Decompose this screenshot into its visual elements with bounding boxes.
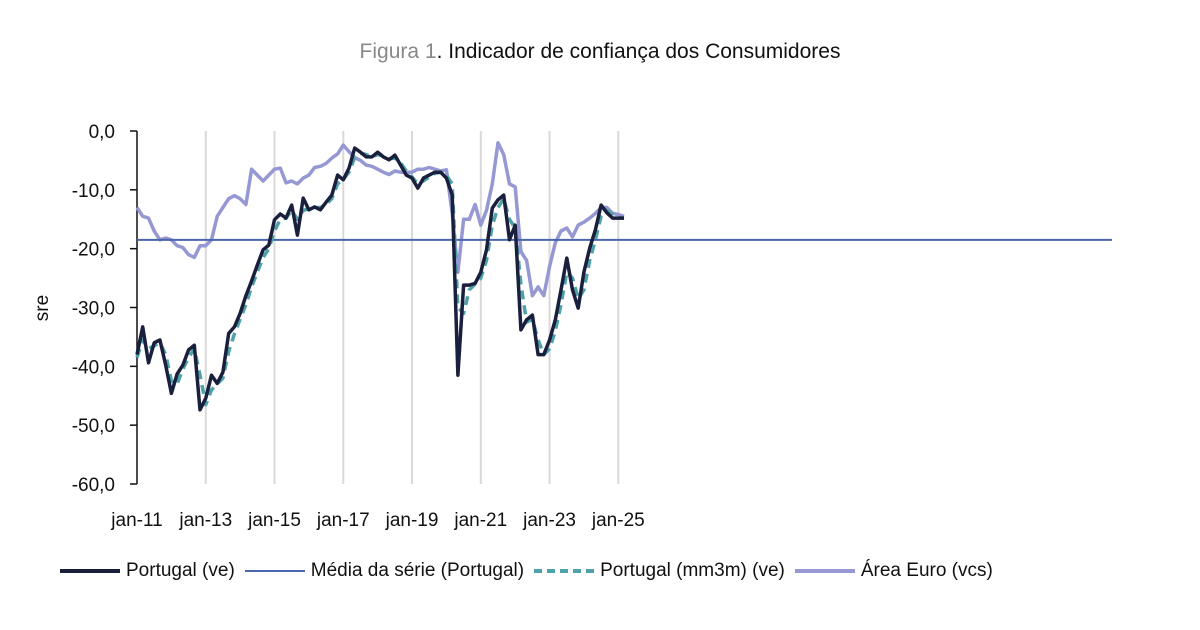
legend-label: Média da série (Portugal) [310,560,525,581]
legend-item-euro: Área Euro (vcs) [794,560,993,582]
legend-swatch-media [244,570,305,572]
series-line--rea-euro-vcs [135,141,625,298]
x-tick-label: jan-19 [385,510,439,531]
x-tick-label: jan-23 [522,510,576,531]
chart-title-text: . Indicador de confiança dos Consumidore… [436,40,841,63]
y-tick-label: -50,0 [72,416,115,437]
y-tick-label: -60,0 [72,475,115,496]
legend-label: Área Euro (vcs) [860,560,993,581]
legend-label: Portugal (mm3m) (ve) [600,560,785,581]
figure-number: Figura 1 [359,40,437,63]
y-tick-label: -30,0 [72,299,115,320]
series-line-portugal-ve [135,146,624,412]
x-tick-label: jan-21 [453,510,507,531]
x-tick-label: jan-17 [316,510,370,531]
legend-swatch-portugal [60,569,120,573]
y-tick-label: -10,0 [72,181,115,202]
legend-item-portugal: Portugal (ve) [60,560,235,582]
legend-swatch-mm3m [534,569,595,573]
legend-item-mm3m: Portugal (mm3m) (ve) [534,560,785,582]
axes: jan-11 jan-13 jan-15 jan-17 jan-19 jan-21 jan-… [72,122,645,531]
x-tick-label: jan-13 [178,510,232,531]
x-tick-label: jan-15 [247,510,301,531]
series-group [135,141,1112,412]
legend: Portugal (ve) Média da série (Portugal) … [60,560,1160,582]
x-tick-label: jan-25 [591,510,645,531]
y-tick-label: -40,0 [72,357,115,378]
legend-label: Portugal (ve) [126,560,235,581]
gridlines [204,131,620,484]
chart-title: Figura 1. Indicador de confiança dos Con… [0,40,1200,64]
x-tick-label: jan-11 [110,510,162,531]
y-tick-label: -20,0 [72,240,115,261]
legend-item-media: Média da série (Portugal) [244,560,525,582]
series-line-portugal-mm3m-ve [135,151,625,407]
y-tick-label: 0,0 [89,122,115,143]
legend-swatch-euro [794,569,855,573]
y-axis-title: sre [32,295,53,321]
